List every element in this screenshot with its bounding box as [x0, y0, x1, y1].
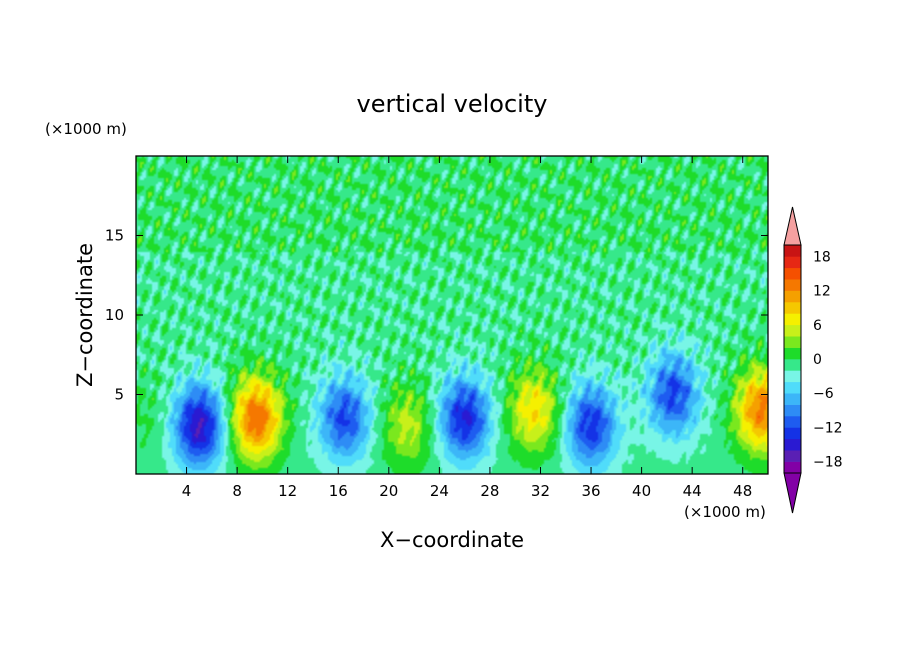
colorbar-cell	[784, 416, 801, 428]
x-tick-label: 20	[379, 482, 398, 500]
colorbar-min-arrow	[783, 472, 802, 514]
x-axis-unit: (×1000 m)	[684, 503, 766, 521]
colorbar-cell	[784, 245, 801, 257]
colorbar-cell	[784, 267, 801, 280]
y-axis: 5 10 15	[105, 227, 768, 404]
colorbar-tick-label: 0	[813, 352, 822, 368]
x-tick-label: 40	[632, 482, 651, 500]
colorbar-cell	[784, 256, 801, 269]
y-axis-title: Z−coordinate	[73, 243, 97, 387]
colorbar-tick-label: 18	[813, 249, 831, 265]
x-tick-label: 12	[278, 482, 297, 500]
colorbar-cell	[784, 359, 801, 371]
x-tick-label: 32	[531, 482, 550, 500]
colorbar-tick-label: −6	[813, 386, 834, 402]
x-tick-label: 8	[232, 482, 242, 500]
colorbar-cell	[784, 381, 801, 394]
y-axis-unit: (×1000 m)	[45, 120, 127, 138]
colorbar-cell	[784, 324, 801, 337]
colorbar-cell	[784, 461, 801, 474]
colorbar-cell	[784, 370, 801, 383]
colorbar-cell	[784, 404, 801, 417]
colorbar-cell	[784, 313, 801, 326]
x-axis: 4 8 12 16 20 24 28 32 36 40 44 48	[182, 156, 752, 500]
colorbar-cell	[784, 279, 801, 291]
y-tick-label: 5	[114, 386, 124, 404]
colorbar-cell	[784, 438, 801, 451]
colorbar-cell	[784, 427, 801, 440]
colorbar-tick-label: 6	[813, 318, 822, 334]
colorbar-cell	[784, 347, 801, 360]
heatmap-image	[136, 156, 768, 474]
x-axis-title: X−coordinate	[380, 528, 524, 552]
colorbar-cell	[784, 450, 801, 462]
chart-title: vertical velocity	[357, 90, 548, 118]
plot-area	[135, 155, 769, 475]
x-tick-label: 48	[733, 482, 752, 500]
y-tick-label: 15	[105, 227, 124, 245]
colorbar-tick-label: −18	[813, 455, 843, 471]
x-tick-label: 4	[182, 482, 192, 500]
colorbar-cell	[784, 302, 801, 314]
x-tick-label: 36	[581, 482, 600, 500]
colorbar-cell	[784, 393, 801, 405]
x-tick-label: 28	[480, 482, 499, 500]
colorbar: 18 12 6 0 −6 −12 −18	[783, 206, 843, 514]
y-tick-label: 10	[105, 306, 124, 324]
colorbar-max-arrow	[783, 206, 802, 246]
x-tick-label: 44	[683, 482, 702, 500]
colorbar-cell	[784, 290, 801, 303]
colorbar-frame	[783, 244, 802, 474]
x-tick-label: 16	[329, 482, 348, 500]
colorbar-tick-label: −12	[813, 420, 843, 436]
colorbar-tick-label: 12	[813, 284, 831, 300]
x-tick-label: 24	[430, 482, 449, 500]
colorbar-cell	[784, 336, 801, 348]
